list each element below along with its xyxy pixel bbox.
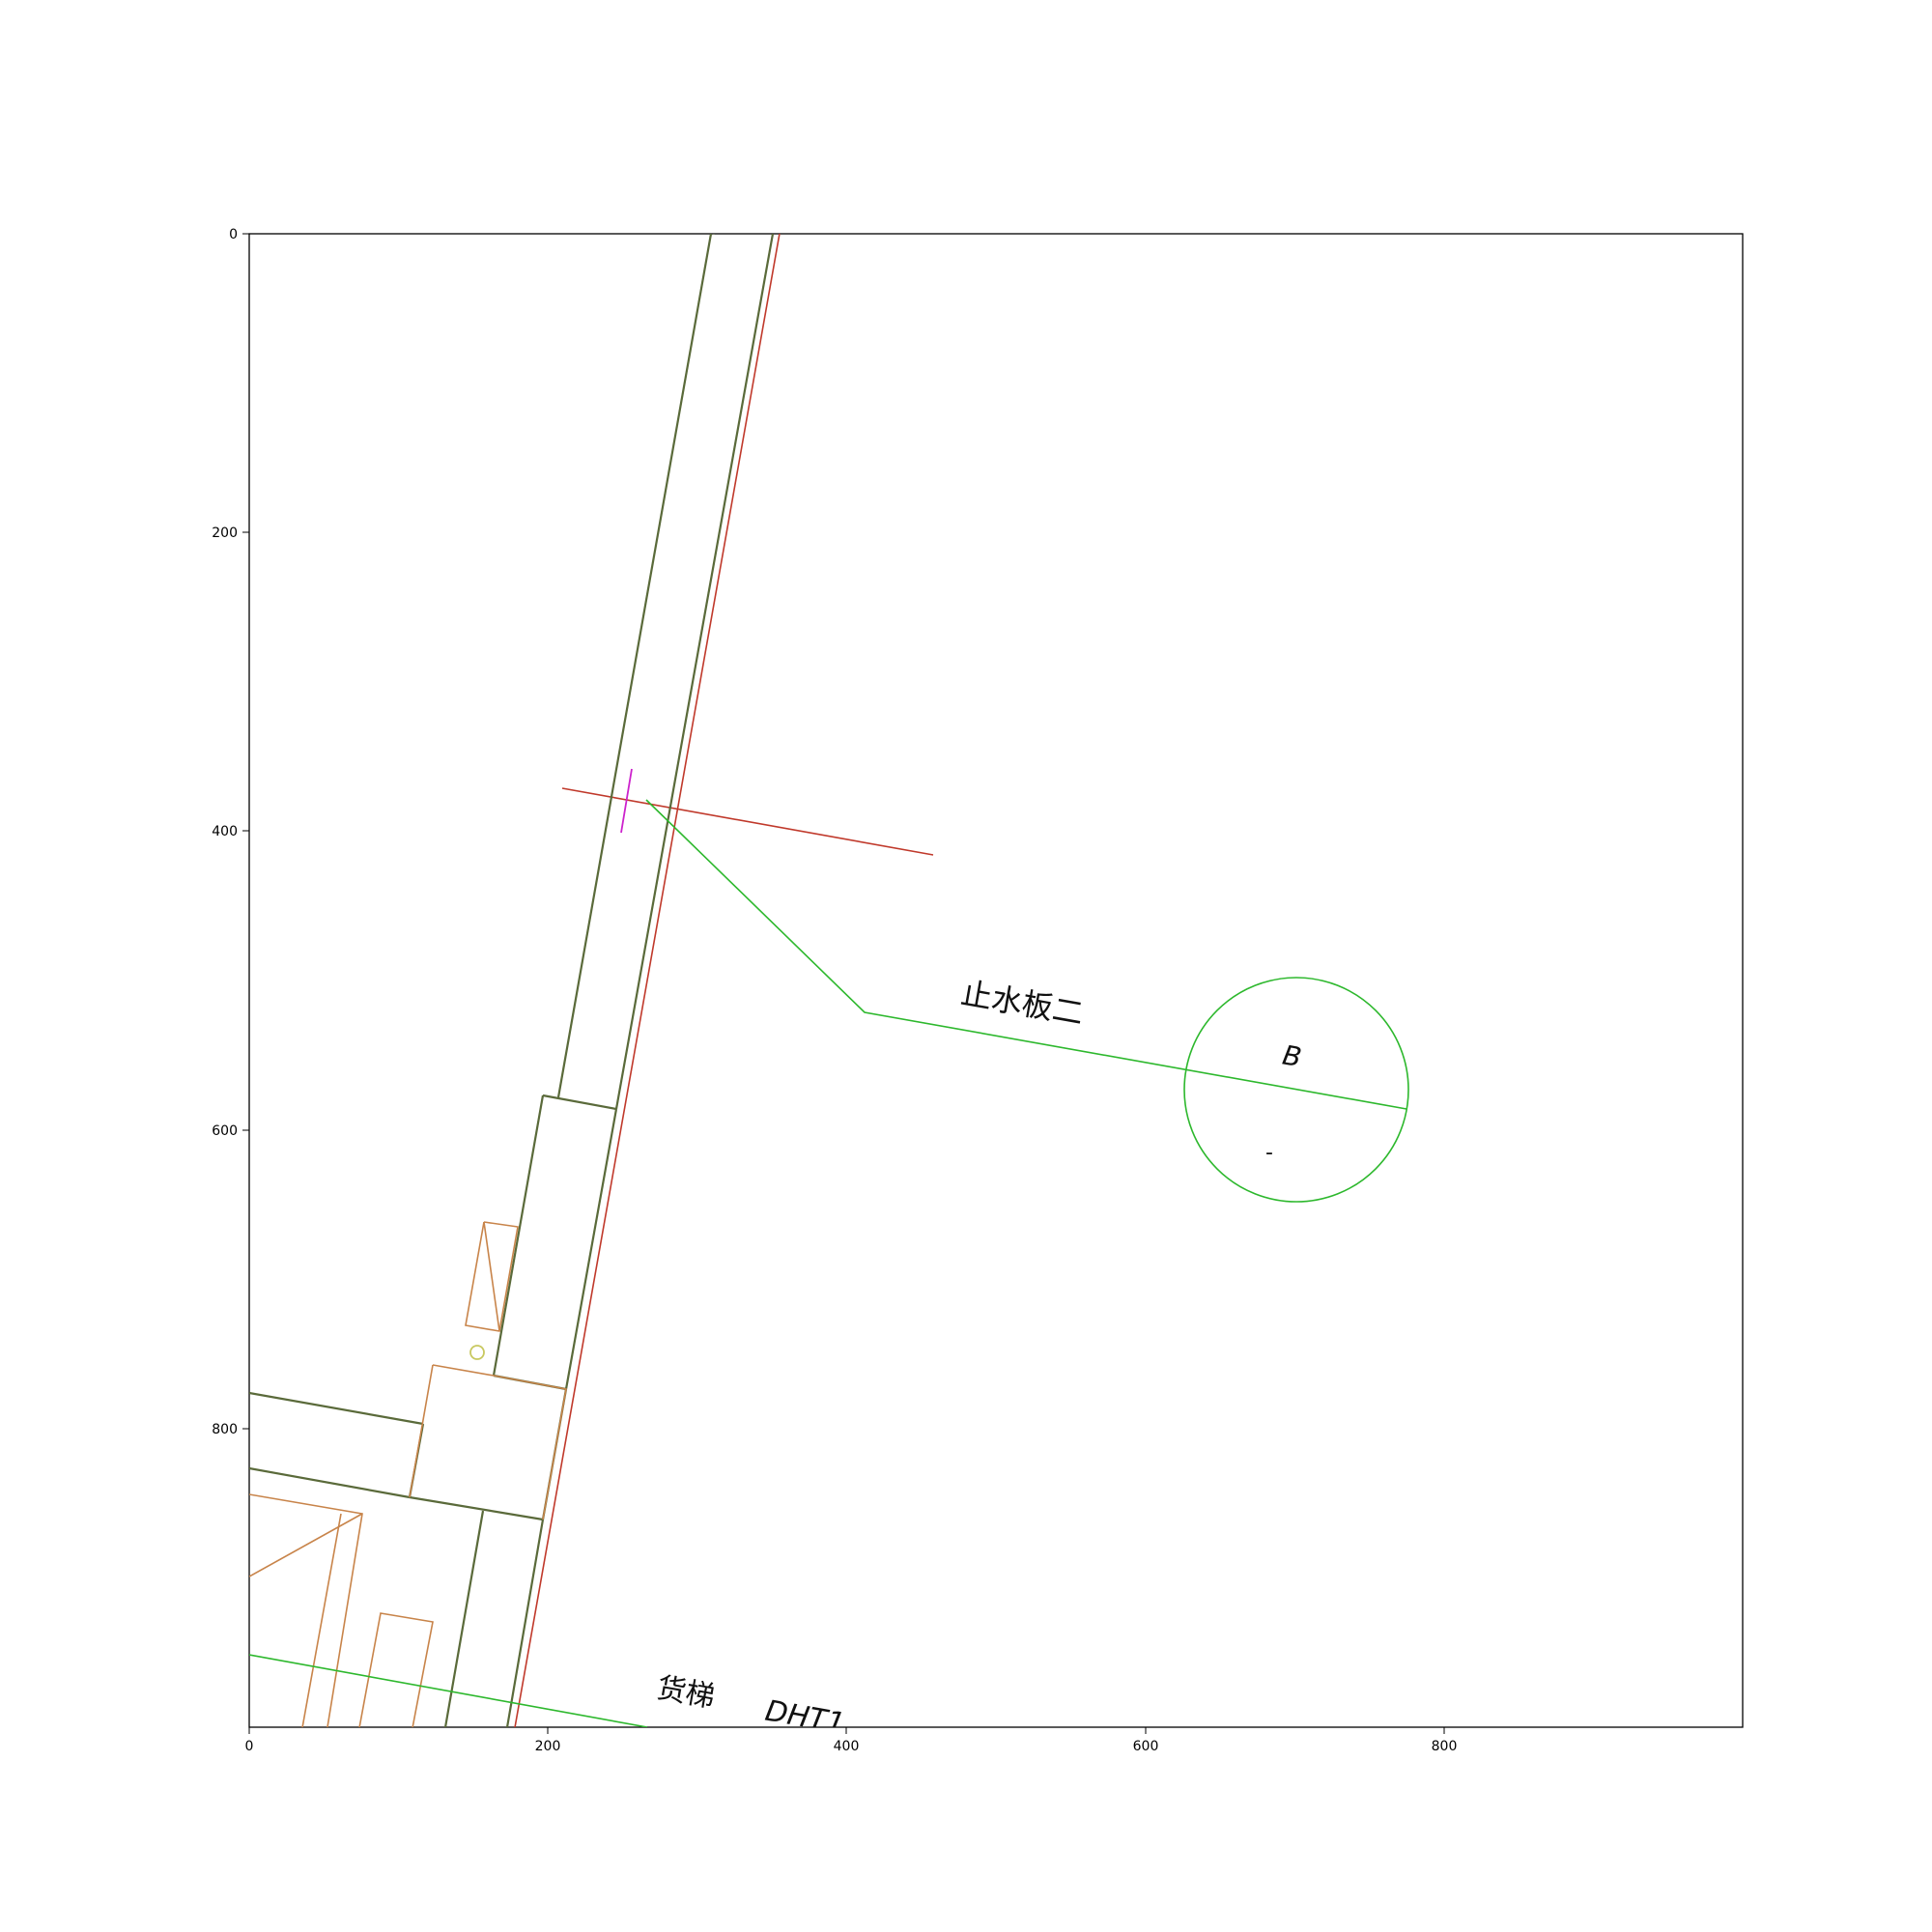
- plot-frame: [248, 233, 1744, 1728]
- small-circle-marker: [469, 1345, 485, 1360]
- y-tick-label: 0: [229, 227, 238, 242]
- fixture-box-diagonal: [483, 1221, 500, 1332]
- room-outline-upper: [432, 1364, 567, 1520]
- furniture-lines: [249, 1221, 567, 1727]
- x-tick-label: 800: [1432, 1739, 1458, 1754]
- wall-horizontal-mid: [409, 1495, 544, 1521]
- magenta-tick: [620, 768, 633, 834]
- fixture-line-a: [301, 1513, 342, 1727]
- detail-dash-label: -: [1265, 1141, 1273, 1165]
- wall-top-cap: [713, 234, 715, 235]
- red-section-line: [561, 787, 934, 856]
- x-tick-label: 600: [1133, 1739, 1159, 1754]
- wall-lower-left: [443, 1510, 485, 1727]
- x-tick-label: 400: [834, 1739, 860, 1754]
- wall-horizontal-lower: [249, 1466, 411, 1499]
- leader-line-elevator: [249, 1654, 648, 1727]
- y-tick-label: 400: [212, 824, 238, 839]
- wall-shaft-top: [542, 1094, 617, 1111]
- leader-lines: [249, 799, 1409, 1727]
- y-tick-label: 600: [212, 1123, 238, 1139]
- wall-left-upper: [556, 234, 713, 1098]
- y-tick-label: 800: [212, 1422, 238, 1437]
- x-tick-label: 0: [245, 1739, 254, 1754]
- wall-horizontal-upper: [249, 1391, 424, 1426]
- y-axis: 0 200 400 600 800: [212, 227, 249, 1437]
- detail-callout-circle: [1183, 977, 1409, 1203]
- wall-shaft-left: [492, 1094, 545, 1377]
- wall-right-upper: [614, 234, 775, 1110]
- fixture-bin: [358, 1612, 434, 1727]
- red-lines: [514, 234, 934, 1727]
- leader-line-water-stop: [645, 799, 1407, 1110]
- wall-shaft-right: [564, 1108, 618, 1390]
- red-diagonal-line: [514, 234, 781, 1727]
- fixture-triangle-diagonal: [249, 1513, 363, 1577]
- room-outline-left: [409, 1364, 434, 1498]
- wall-lower-right-2: [505, 1519, 545, 1727]
- x-axis: 0 200 400 600 800: [245, 1727, 1458, 1754]
- x-tick-label: 200: [535, 1739, 561, 1754]
- y-tick-label: 200: [212, 526, 238, 541]
